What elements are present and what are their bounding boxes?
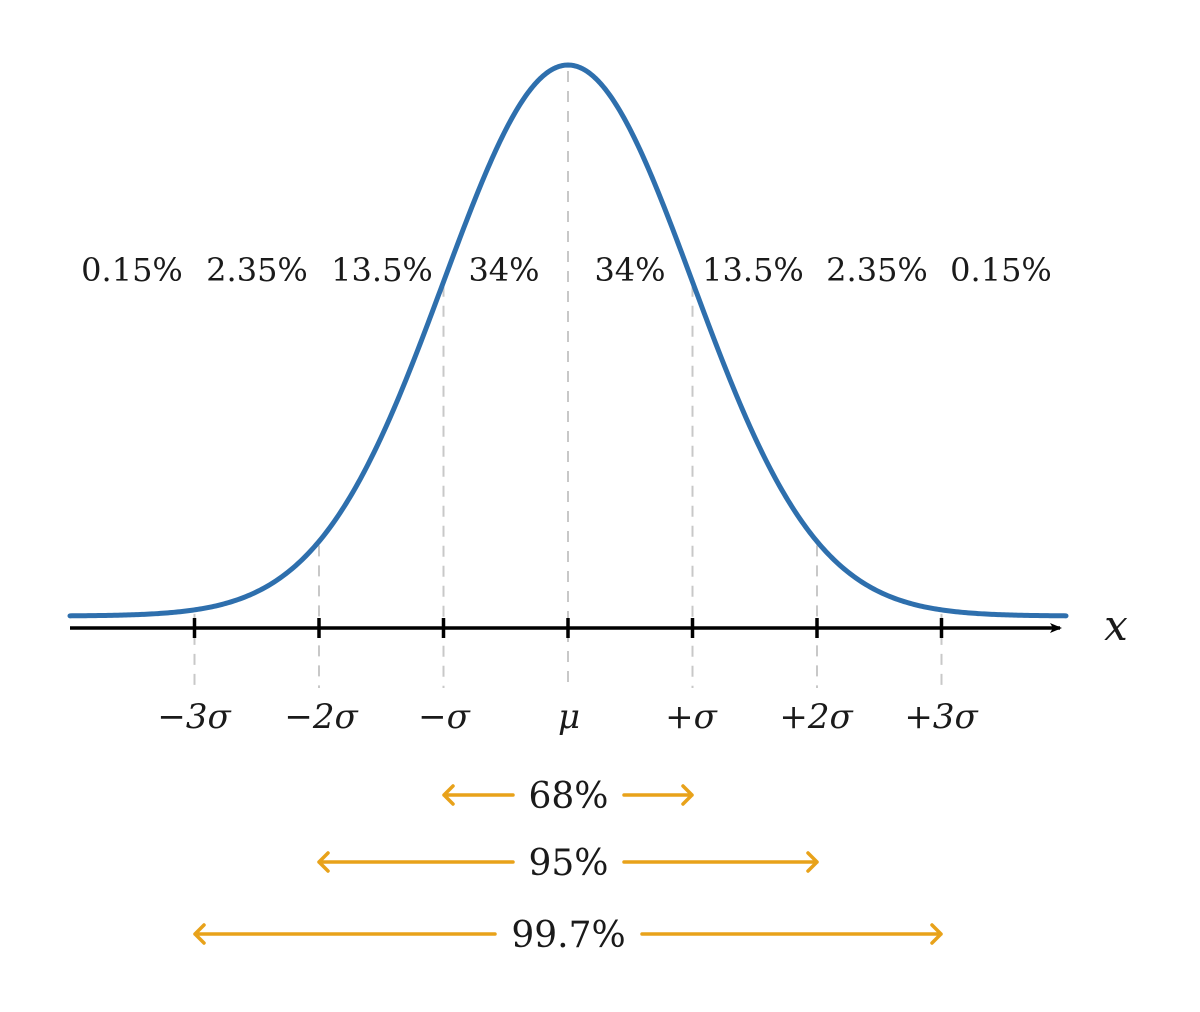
range-68-left-arrow: [442, 784, 515, 806]
region-label-minus-1-sigma-to-mean: 34%: [468, 251, 539, 289]
range-99-7-right-arrow: [640, 923, 943, 945]
tick-label-plus-3-sigma: +3σ: [904, 697, 978, 737]
axis-ticks: [192, 618, 944, 638]
sigma-gridlines: [193, 71, 943, 688]
range-arrow-99-7: 99.7%: [193, 915, 943, 956]
sigma-tick-labels: −3σ −2σ −σ μ +σ +2σ +3σ: [157, 697, 978, 737]
region-label-minus-2-to-minus-1-sigma: 13.5%: [331, 251, 433, 289]
region-label-mean-to-plus-1-sigma: 34%: [594, 251, 665, 289]
x-axis-label: x: [1104, 601, 1128, 650]
range-95-label: 95%: [528, 843, 608, 884]
region-percentage-labels: 0.15% 2.35% 13.5% 34% 34% 13.5% 2.35% 0.…: [81, 251, 1052, 289]
range-99-7-label: 99.7%: [511, 915, 625, 956]
region-label-below-minus-3-sigma: 0.15%: [81, 251, 183, 289]
range-arrow-68: 68%: [442, 776, 694, 817]
range-95-left-arrow: [317, 851, 515, 873]
range-68-right-arrow: [622, 784, 694, 806]
range-95-right-arrow: [622, 851, 819, 873]
tick-label-mean: μ: [558, 697, 580, 737]
bell-curve: [67, 62, 1069, 619]
region-label-above-plus-3-sigma: 0.15%: [950, 251, 1052, 289]
range-99-7-left-arrow: [193, 923, 497, 945]
tick-label-plus-2-sigma: +2σ: [779, 697, 853, 737]
region-label-plus-2-to-plus-3-sigma: 2.35%: [826, 251, 928, 289]
region-label-minus-3-to-minus-2-sigma: 2.35%: [206, 251, 308, 289]
tick-label-minus-1-sigma: −σ: [418, 697, 470, 737]
range-68-label: 68%: [528, 776, 608, 817]
tick-label-minus-2-sigma: −2σ: [284, 697, 358, 737]
region-label-plus-1-to-plus-2-sigma: 13.5%: [702, 251, 804, 289]
tick-label-plus-1-sigma: +σ: [665, 697, 717, 737]
tick-label-minus-3-sigma: −3σ: [157, 697, 231, 737]
range-arrow-95: 95%: [317, 843, 819, 884]
